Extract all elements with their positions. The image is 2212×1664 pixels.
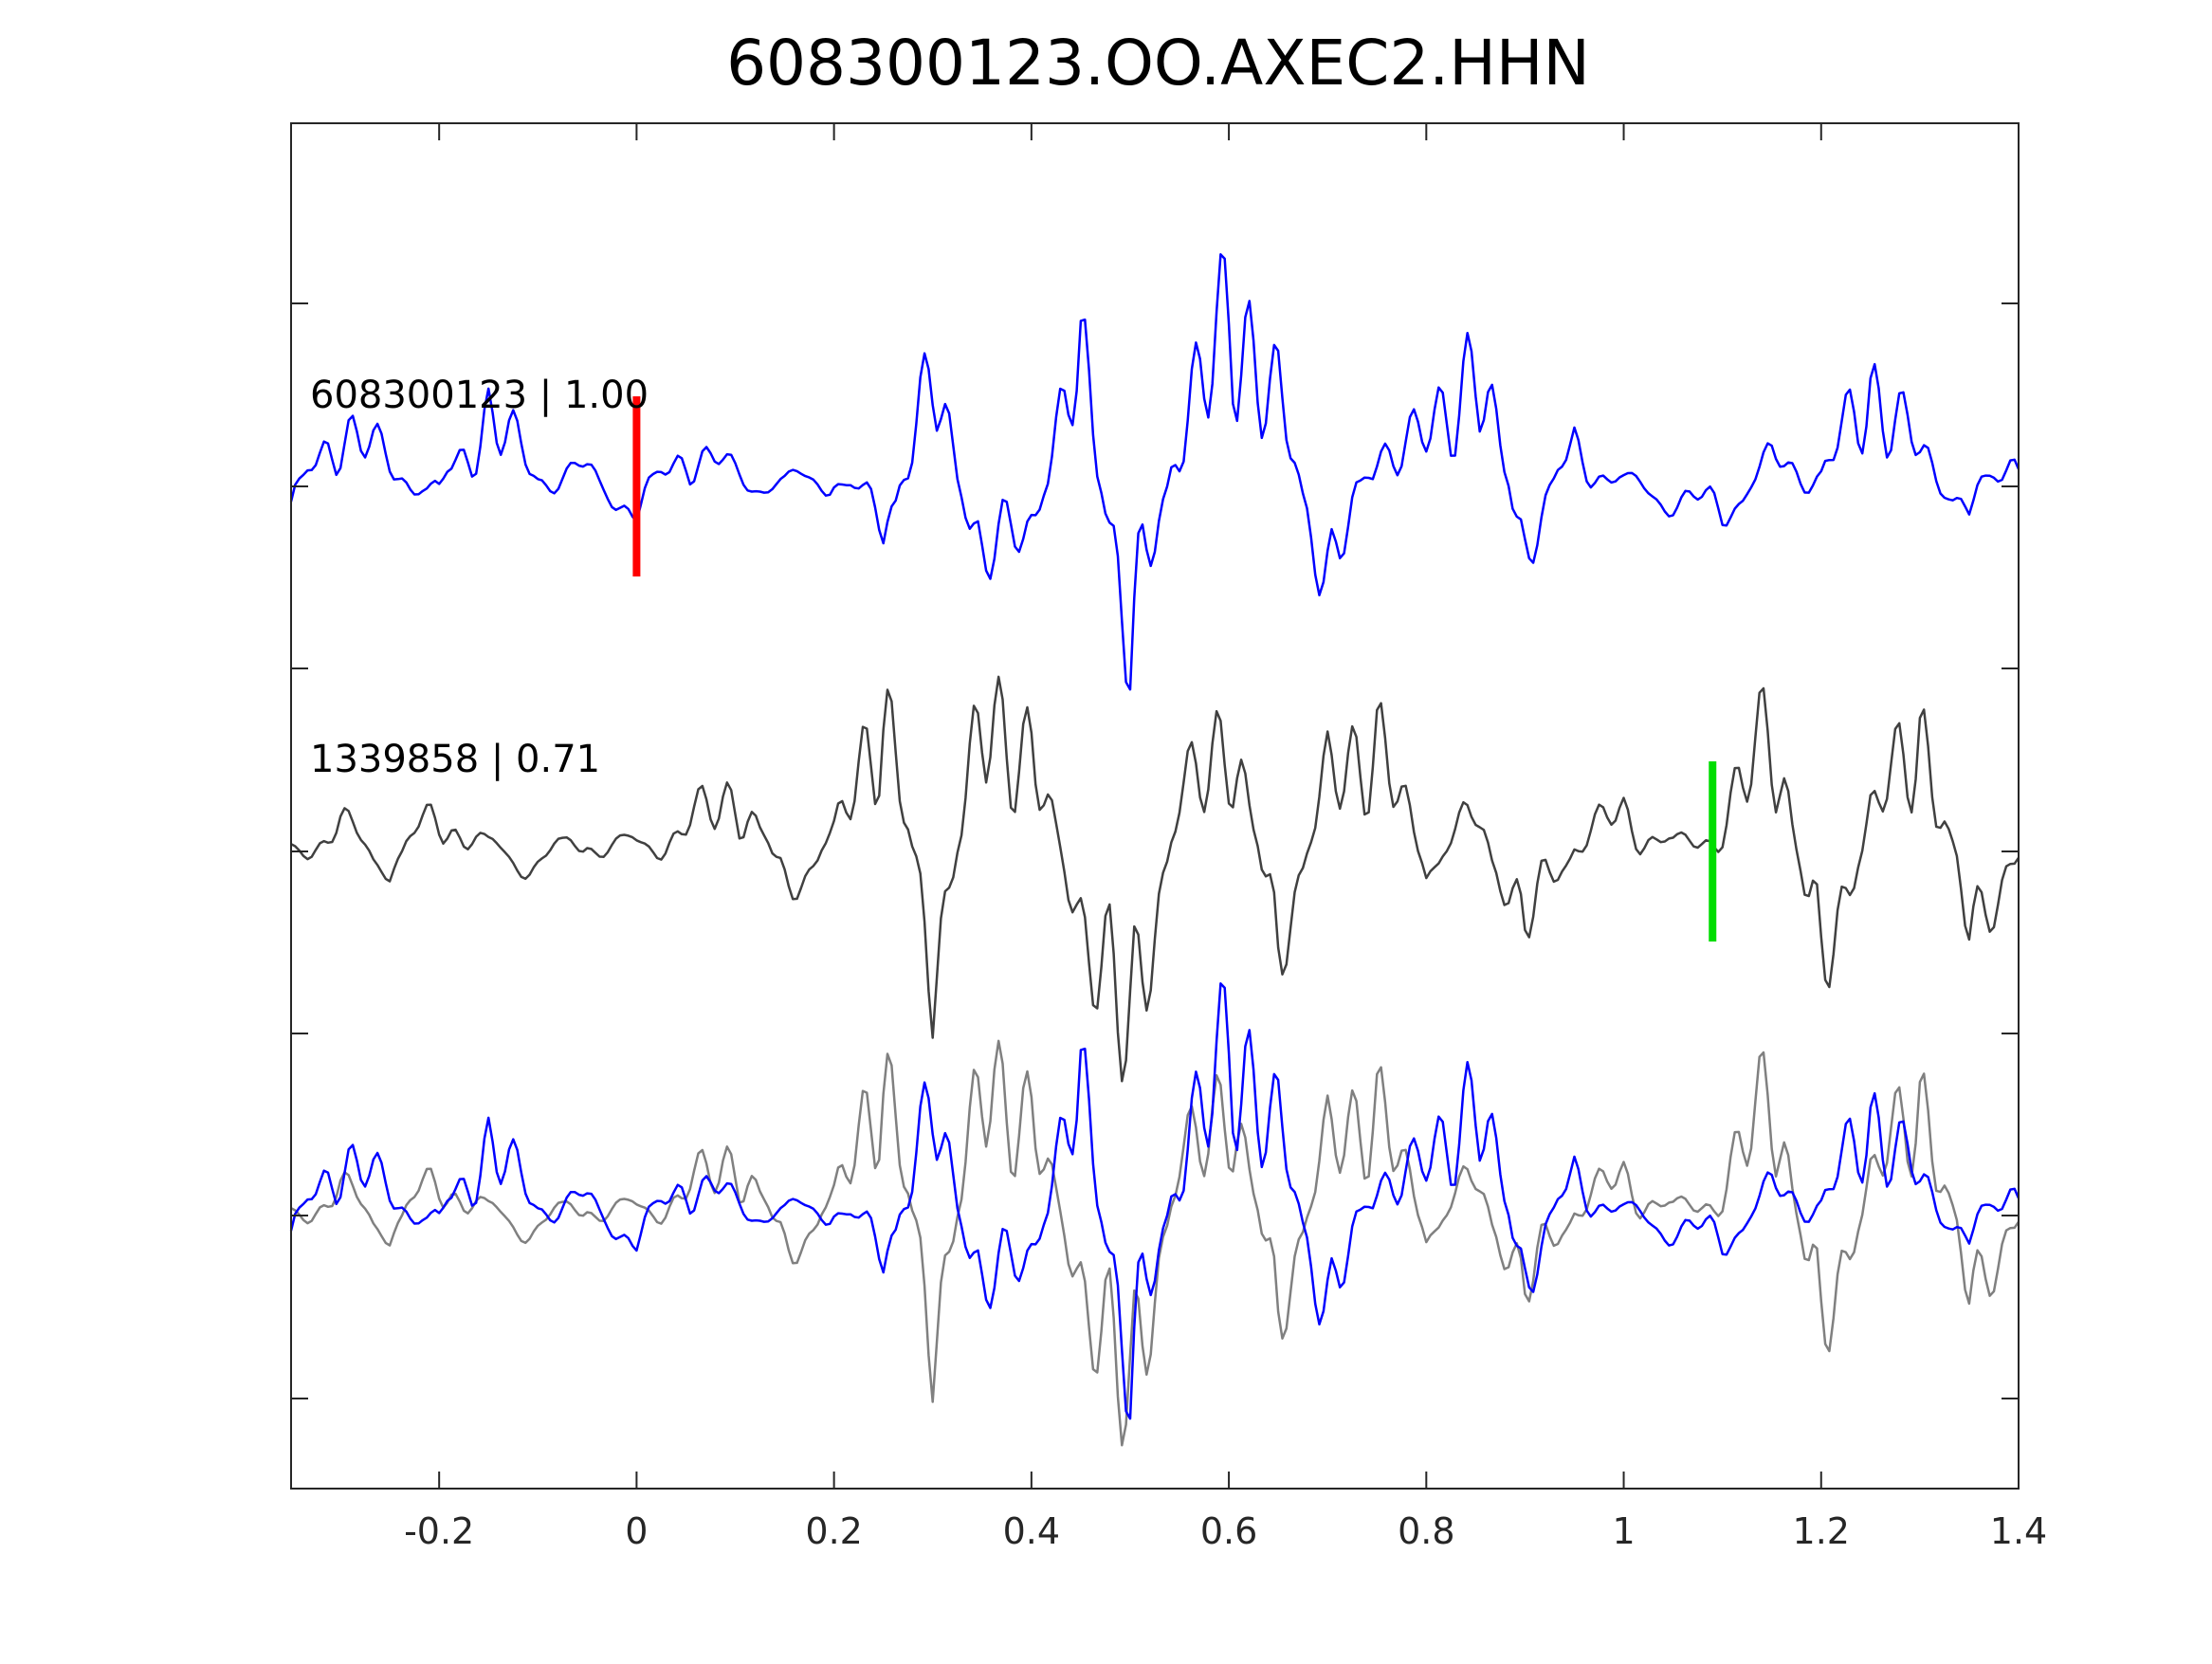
x-tick-label: 1.2	[1793, 1510, 1850, 1552]
x-tick-label: 0.4	[1003, 1510, 1060, 1552]
x-tick-label: -0.2	[404, 1510, 474, 1552]
overlay-trace-1339858	[290, 1039, 2020, 1447]
x-tick-label: 0.2	[805, 1510, 862, 1552]
overlay-trace-608300123	[289, 982, 2020, 1420]
x-tick-label: 1.4	[1990, 1510, 2047, 1552]
x-tick-label: 1	[1612, 1510, 1635, 1552]
trace-1339858	[290, 675, 2020, 1083]
picks-layer	[632, 396, 1717, 942]
x-tick-label: 0.6	[1200, 1510, 1257, 1552]
ticks-layer: -0.2 0 0.2 0.4 0.6 0.8 1 1.2 1.4	[291, 123, 2047, 1552]
plot-area-frame	[290, 122, 2020, 1490]
traces-layer	[289, 253, 2020, 1447]
trace-label-middle: 1339858 | 0.71	[310, 738, 601, 781]
x-tick-label: 0.8	[1398, 1510, 1454, 1552]
trace-label-top: 608300123 | 1.00	[310, 374, 649, 417]
x-tick-label: 0	[625, 1510, 648, 1552]
trace-608300123	[289, 253, 2020, 691]
chart-title: 608300123.OO.AXEC2.HHN	[726, 27, 1590, 100]
